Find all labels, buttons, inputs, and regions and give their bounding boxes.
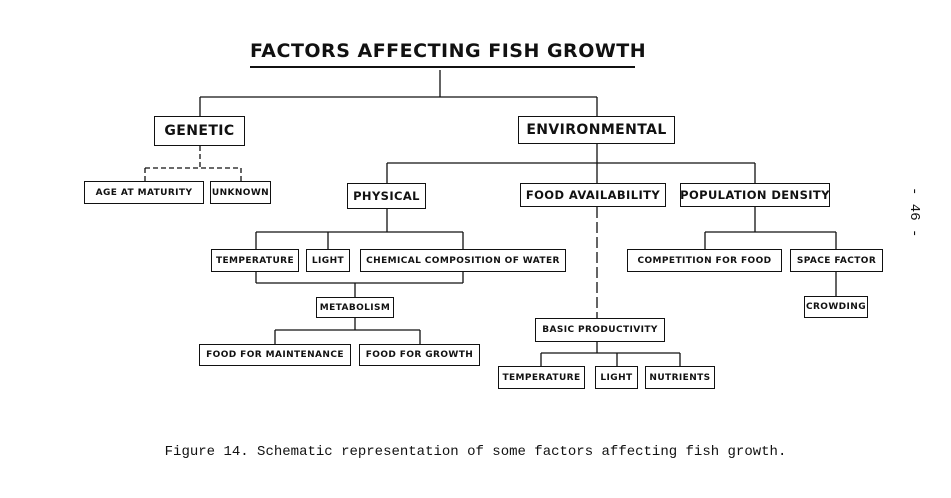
node-physical: PHYSICAL [347,183,426,209]
node-age-at-maturity: AGE AT MATURITY [84,181,204,204]
figure-caption: Figure 14. Schematic representation of s… [164,444,787,460]
node-genetic: GENETIC [154,116,245,146]
node-crowding: CROWDING [804,296,868,318]
diagram-title: FACTORS AFFECTING FISH GROWTH [250,40,646,68]
node-nutrients: NUTRIENTS [645,366,715,389]
node-unknown: UNKNOWN [210,181,271,204]
node-temperature-productivity: TEMPERATURE [498,366,585,389]
node-environmental: ENVIRONMENTAL [518,116,675,144]
node-competition-for-food: COMPETITION FOR FOOD [627,249,782,272]
node-space-factor: SPACE FACTOR [790,249,883,272]
node-light-physical: LIGHT [306,249,350,272]
node-metabolism: METABOLISM [316,297,394,318]
node-food-availability: FOOD AVAILABILITY [520,183,666,207]
page-number: - 46 - [906,186,922,238]
node-basic-productivity: BASIC PRODUCTIVITY [535,318,665,342]
node-chemical-composition: CHEMICAL COMPOSITION OF WATER [360,249,566,272]
node-food-for-growth: FOOD FOR GROWTH [359,344,480,366]
node-temperature-physical: TEMPERATURE [211,249,299,272]
node-light-productivity: LIGHT [595,366,638,389]
node-food-for-maintenance: FOOD FOR MAINTENANCE [199,344,351,366]
node-population-density: POPULATION DENSITY [680,183,830,207]
